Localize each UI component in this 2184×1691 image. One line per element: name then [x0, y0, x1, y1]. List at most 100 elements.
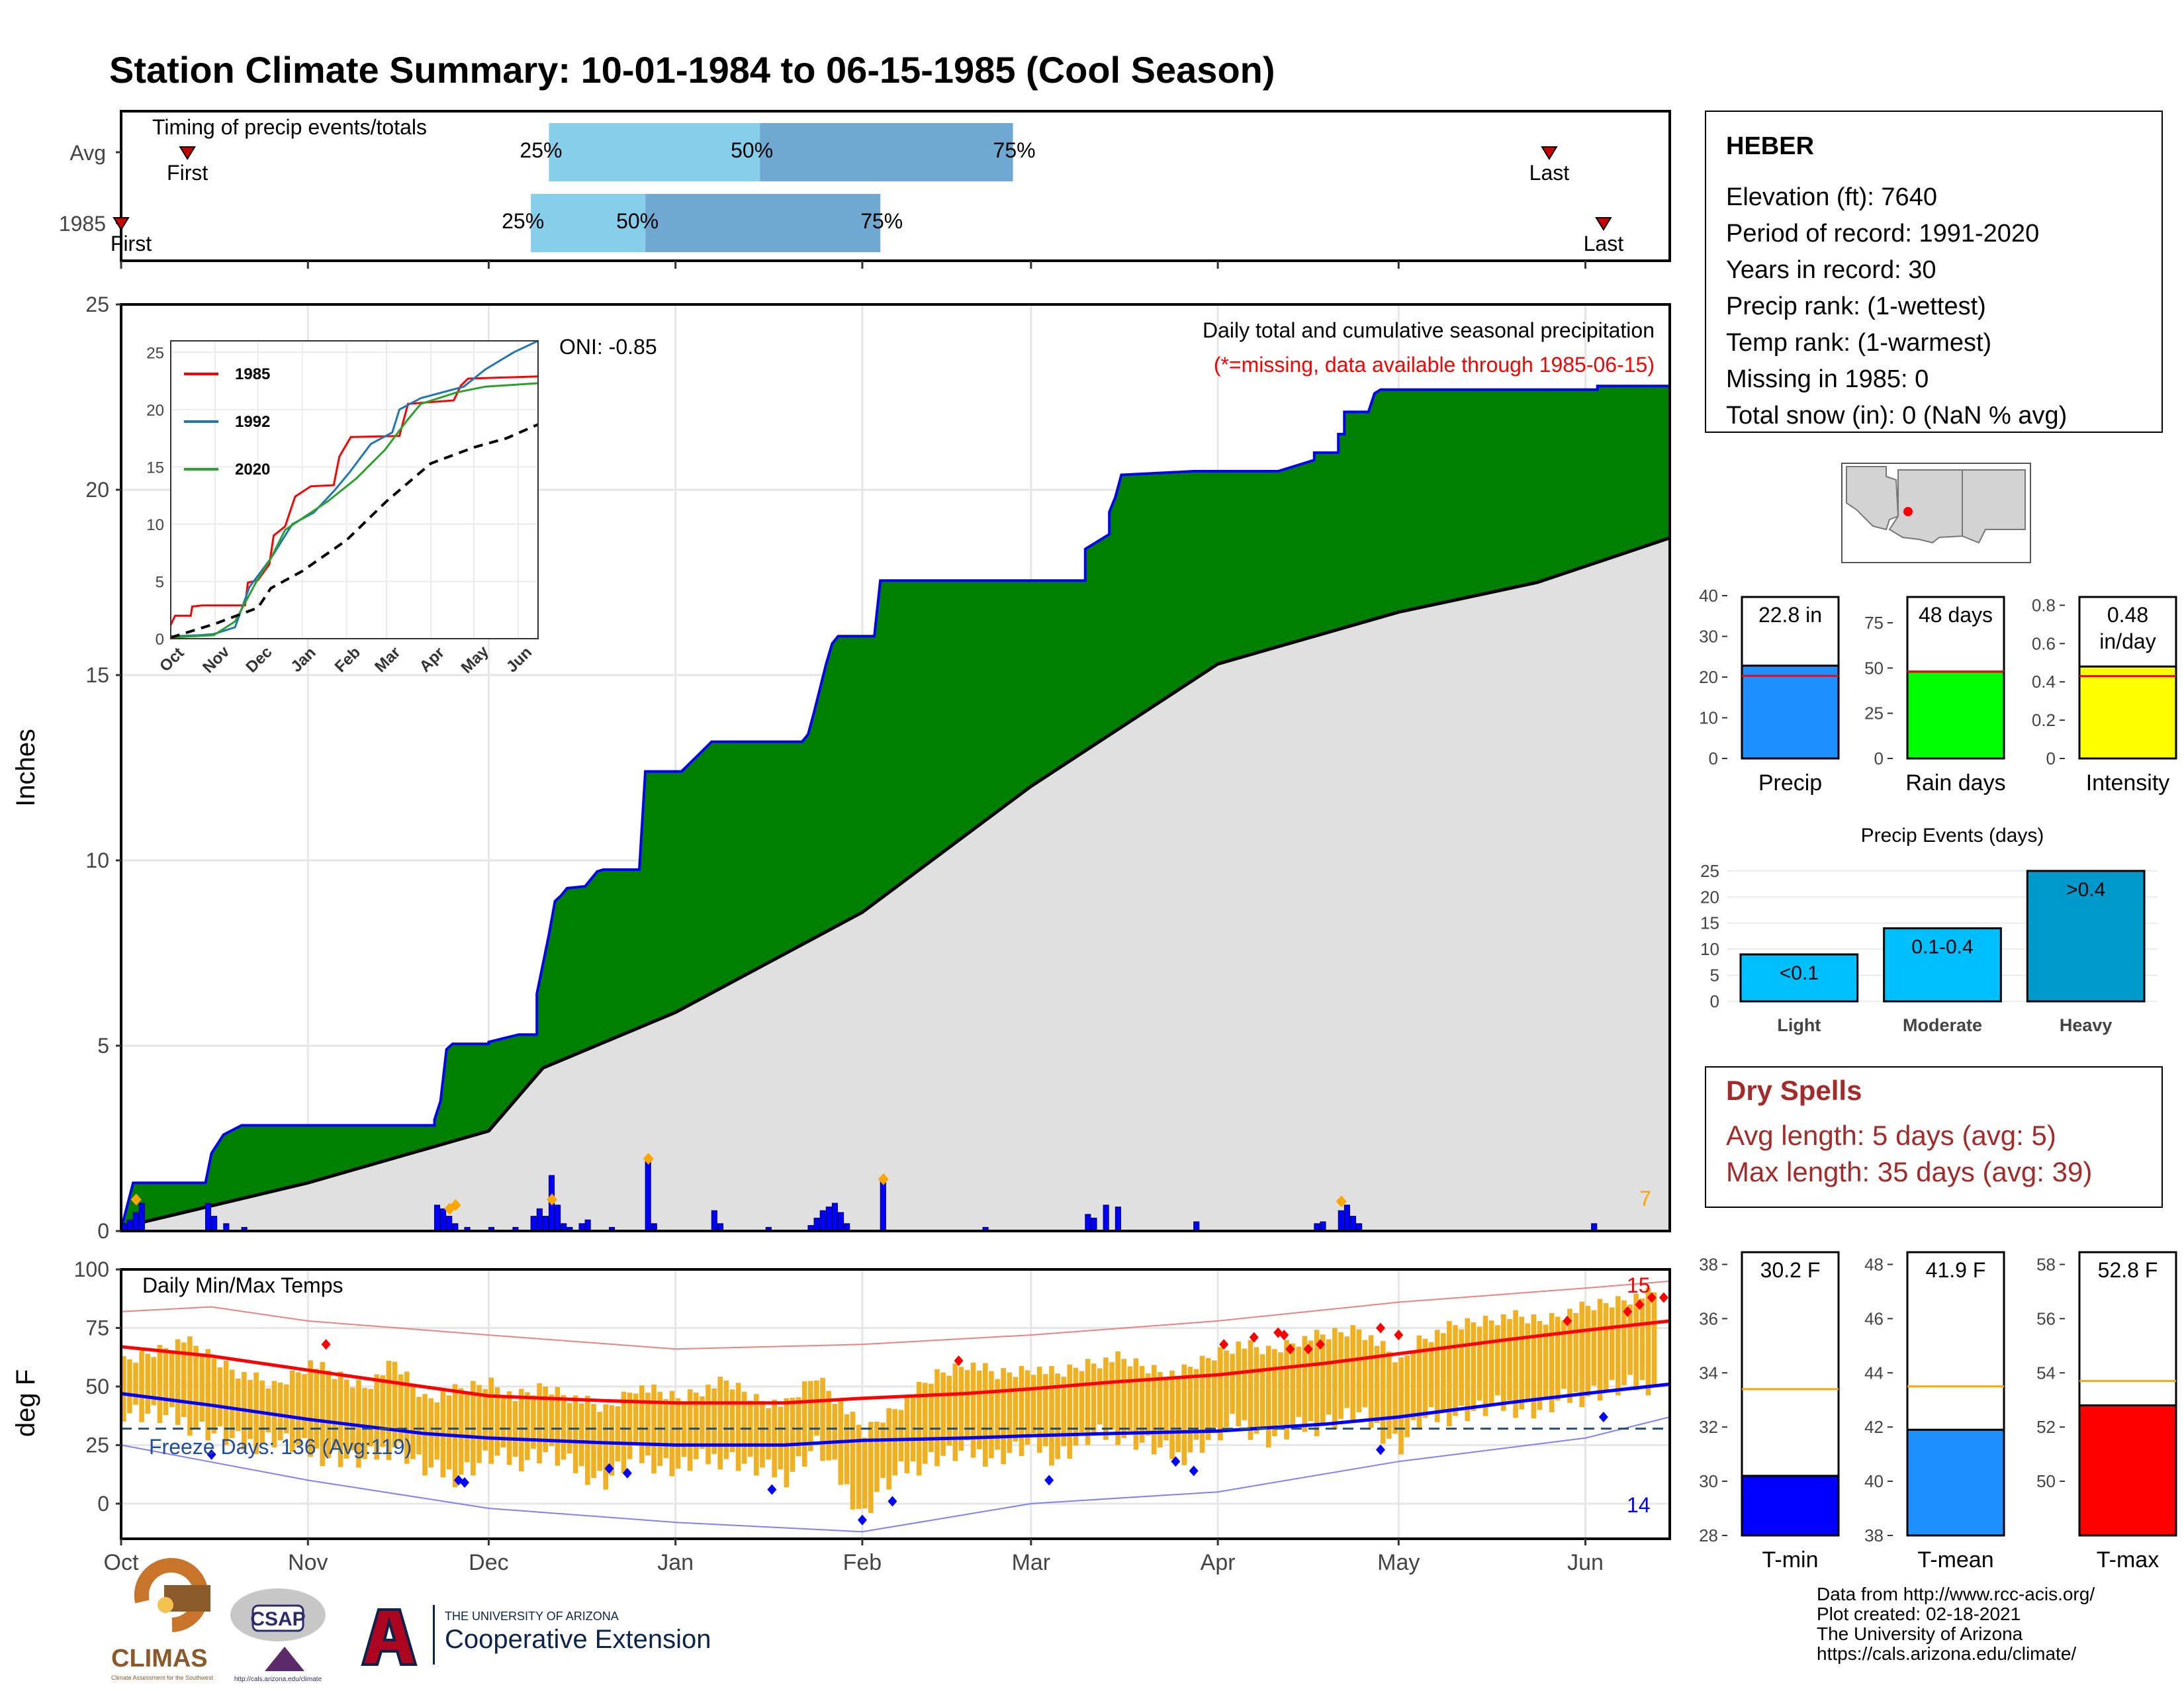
daily-temp-range-bar	[525, 1392, 530, 1461]
stat-y-tick-label: 44	[1864, 1363, 1884, 1383]
ua-bottom-text: Cooperative Extension	[445, 1625, 711, 1654]
daily-temp-range-bar	[1169, 1370, 1175, 1459]
daily-precip-bar	[211, 1216, 218, 1232]
daily-temp-range-bar	[1242, 1348, 1248, 1420]
stat-category-label: T-min	[1762, 1547, 1819, 1573]
daily-temp-range-bar	[1049, 1365, 1054, 1466]
daily-temp-range-bar	[1627, 1304, 1633, 1375]
stat-y-tick-label: 50	[1864, 658, 1884, 678]
daily-temp-range-bar	[1603, 1303, 1609, 1391]
daily-temp-range-bar	[572, 1395, 578, 1473]
footer-line-4: https://cals.arizona.edu/climate/	[1817, 1643, 2076, 1664]
daily-temp-range-bar	[308, 1360, 313, 1457]
record-high-diamond	[1279, 1330, 1289, 1341]
heavy-precip-diamond	[547, 1193, 558, 1206]
daily-temp-range-bar	[1085, 1359, 1091, 1445]
record-low-count: 14	[1627, 1493, 1651, 1517]
daily-temp-range-bar	[320, 1361, 326, 1467]
daily-temp-range-bar	[862, 1438, 868, 1508]
daily-temp-range-bar	[1181, 1364, 1187, 1465]
daily-temp-range-bar	[1302, 1336, 1308, 1432]
daily-temp-range-bar	[940, 1372, 946, 1456]
daily-temp-range-bar	[416, 1396, 422, 1455]
stat-value-label: 52.8 F	[2098, 1258, 2158, 1282]
last-event-marker	[1541, 146, 1558, 160]
events-y-tick-label: 10	[1700, 939, 1719, 959]
daily-temp-range-bar	[627, 1393, 633, 1459]
daily-temp-range-bar	[669, 1391, 675, 1477]
daily-temp-range-bar	[952, 1363, 958, 1461]
daily-temp-range-bar	[633, 1393, 639, 1445]
events-y-tick-label: 0	[1710, 991, 1719, 1011]
events-y-tick-label: 5	[1710, 966, 1719, 985]
daily-temp-range-bar	[1621, 1300, 1627, 1385]
stat-category-label: Precip	[1758, 770, 1822, 796]
daily-temp-range-bar	[151, 1357, 157, 1406]
climas-logo: CLIMAS Climate Assessment for the Southw…	[111, 1558, 214, 1681]
stat-value-bar	[2078, 1404, 2177, 1537]
heavy-precip-diamond	[878, 1173, 889, 1185]
events-bar-label: 0.1-0.4	[1911, 937, 1973, 958]
daily-temp-range-bar	[1253, 1347, 1259, 1434]
daily-temp-range-bar	[615, 1406, 621, 1462]
daily-temp-range-bar	[826, 1391, 831, 1461]
daily-temp-range-bar	[1314, 1330, 1320, 1436]
daily-temp-range-bar	[500, 1396, 506, 1447]
freeze-days-label: Freeze Days: 136 (Avg:119)	[149, 1435, 412, 1459]
daily-temp-range-bar	[343, 1379, 349, 1459]
temp-y-tick-label: 25	[85, 1433, 109, 1457]
average-precip-area	[121, 537, 1670, 1231]
daily-temp-range-bar	[995, 1379, 1000, 1450]
daily-precip-bar	[1091, 1217, 1097, 1232]
daily-temp-range-bar	[1091, 1363, 1097, 1435]
map-state-west	[1846, 466, 1899, 531]
inset-y-tick-label: 15	[146, 459, 164, 477]
record-high-diamond	[1303, 1344, 1313, 1355]
daily-precip-bar	[1193, 1221, 1200, 1232]
events-title: Precip Events (days)	[1861, 825, 2044, 846]
daily-temp-range-bar	[1308, 1340, 1314, 1422]
map-state-arizona	[1888, 469, 1963, 544]
daily-temp-range-bar	[392, 1361, 398, 1447]
daily-temp-range-bar	[314, 1369, 319, 1449]
daily-temp-range-bar	[1067, 1364, 1073, 1459]
first-event-label: First	[167, 161, 208, 185]
daily-temp-range-bar	[1103, 1357, 1109, 1440]
heavy-precip-diamond	[1336, 1195, 1347, 1208]
stat-y-tick-label: 0	[2046, 749, 2056, 768]
inset-y-tick-label: 0	[156, 631, 164, 649]
daily-precip-bar	[1115, 1207, 1121, 1232]
daily-temp-range-bar	[1296, 1346, 1302, 1417]
precip-y-tick-label: 15	[85, 663, 109, 687]
record-low-diamond	[622, 1467, 632, 1479]
daily-temp-range-bar	[1290, 1343, 1295, 1428]
station-info-line: Elevation (ft): 7640	[1726, 183, 1937, 211]
daily-temp-range-bar	[772, 1399, 777, 1478]
daily-temp-range-bar	[181, 1342, 187, 1417]
daily-temp-range-bar	[1320, 1334, 1326, 1426]
precip-y-tick-label: 20	[85, 478, 109, 502]
csap-logo: CSAP http://cals.arizona.edu/climate	[230, 1588, 326, 1683]
daily-temp-range-bar	[832, 1404, 838, 1460]
daily-temp-range-bar	[1338, 1332, 1343, 1419]
daily-temp-range-bar	[1615, 1296, 1621, 1396]
daily-temp-range-bar	[1115, 1351, 1120, 1445]
stat-y-tick-label: 36	[1699, 1308, 1718, 1328]
daily-precip-bar	[433, 1205, 441, 1232]
daily-temp-range-bar	[235, 1378, 241, 1432]
daily-temp-range-bar	[127, 1359, 132, 1414]
record-high-diamond	[1563, 1315, 1572, 1326]
daily-temp-range-bar	[922, 1383, 928, 1464]
daily-temp-range-bar	[1392, 1362, 1398, 1434]
daily-temp-range-bar	[946, 1375, 952, 1446]
cumulative-precip-line	[120, 385, 1670, 1230]
daily-temp-range-bar	[989, 1371, 994, 1459]
record-high-diamond	[1249, 1332, 1259, 1343]
daily-temp-range-bar	[1224, 1350, 1229, 1428]
daily-temp-range-bar	[1212, 1360, 1217, 1428]
timing-q50-label: 50%	[616, 209, 659, 233]
daily-temp-range-bar	[1362, 1340, 1368, 1408]
daily-temp-range-bar	[368, 1389, 373, 1447]
daily-temp-range-bar	[1471, 1322, 1477, 1411]
daily-temp-range-bar	[983, 1363, 988, 1467]
